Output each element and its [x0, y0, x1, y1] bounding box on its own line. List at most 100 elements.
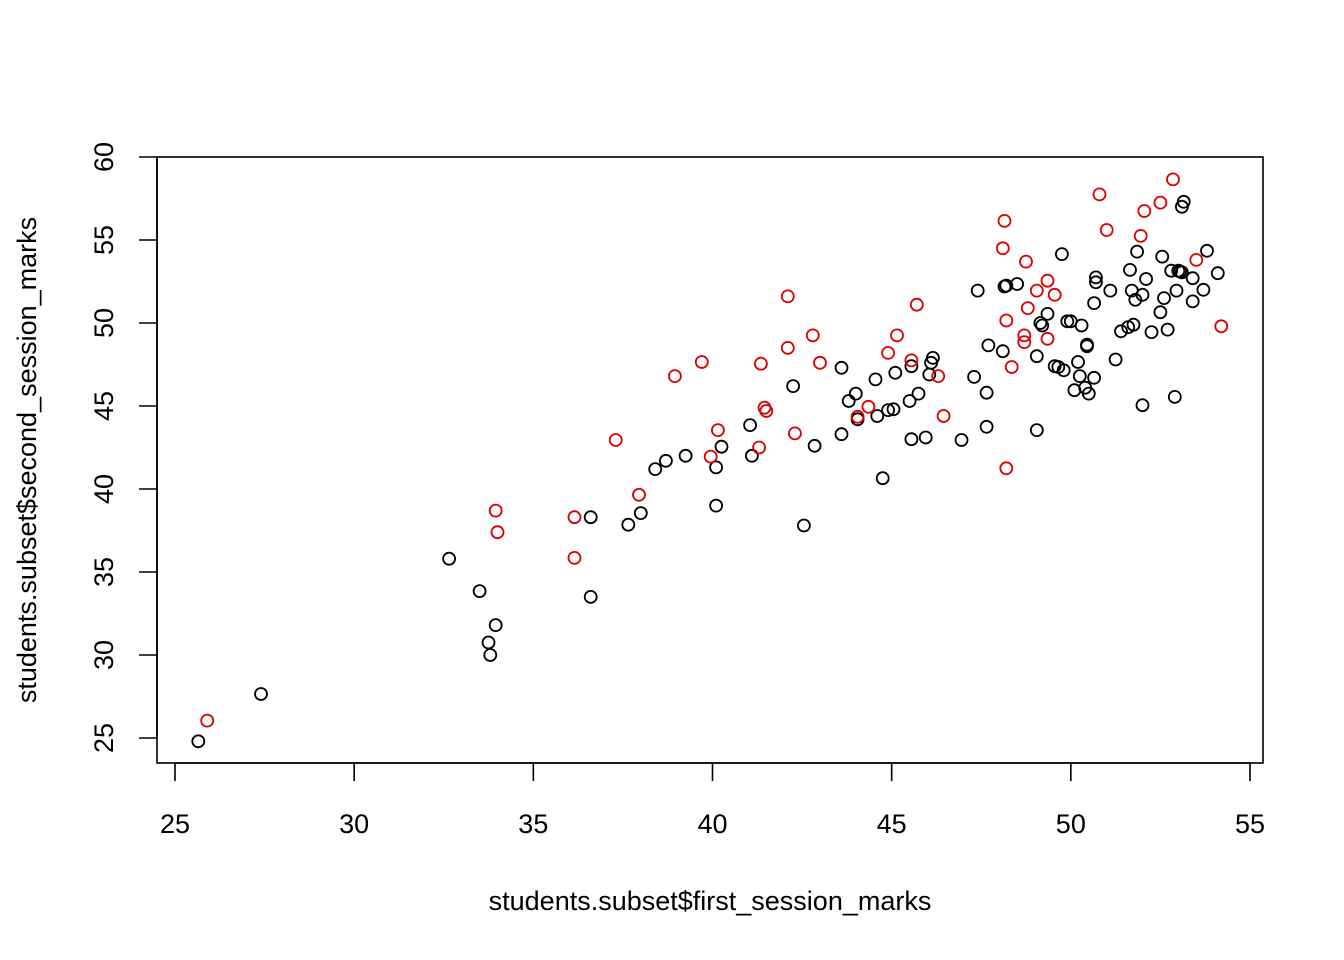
data-point-black	[995, 344, 1010, 359]
data-point-red	[904, 353, 919, 368]
data-point-black	[786, 379, 800, 394]
x-tick-label: 55	[1235, 809, 1265, 839]
data-point-red	[1092, 187, 1107, 202]
data-point-red	[881, 345, 895, 360]
x-axis: 25 30 35 40 45 50 55	[160, 762, 1265, 839]
data-point-black	[709, 498, 723, 513]
x-tick-label: 50	[1056, 809, 1086, 839]
data-point-red	[1166, 172, 1180, 187]
data-point-black	[1087, 370, 1101, 385]
data-point-black	[904, 432, 919, 447]
data-point-black	[191, 734, 206, 749]
data-point-red	[1040, 331, 1055, 346]
data-point-black	[1089, 270, 1103, 285]
data-point-black	[1196, 282, 1211, 297]
data-point-red	[780, 340, 795, 355]
data-point-black	[1200, 243, 1214, 258]
data-point-red	[567, 510, 582, 525]
data-point-black	[583, 510, 598, 525]
data-point-black	[1055, 247, 1069, 262]
data-point-black	[1130, 244, 1144, 259]
data-point-black	[834, 360, 849, 375]
data-point-red	[890, 328, 904, 343]
data-point-black	[621, 517, 636, 532]
data-point-black	[970, 283, 985, 298]
data-point-black	[488, 618, 503, 632]
data-point-black	[868, 372, 883, 387]
data-point-red	[999, 461, 1014, 476]
data-point-black	[926, 350, 940, 365]
data-point-black	[1040, 306, 1055, 321]
data-point-red	[861, 399, 876, 414]
data-point-black	[881, 403, 895, 418]
data-point-black	[1139, 272, 1153, 286]
y-tick-label: 60	[89, 142, 119, 172]
data-point-red	[1133, 228, 1148, 243]
data-point-black	[745, 448, 759, 463]
data-point-black	[1033, 316, 1048, 330]
data-point-black	[1089, 275, 1103, 290]
data-point-black	[254, 687, 268, 701]
data-point-black	[1035, 318, 1050, 333]
data-point-red	[805, 328, 820, 343]
data-point-red	[1020, 301, 1035, 316]
data-point-black	[1060, 314, 1075, 329]
data-point-black	[1157, 291, 1171, 306]
data-point-black	[886, 402, 901, 417]
data-point-red	[813, 355, 827, 370]
data-point-black	[1176, 194, 1191, 209]
data-point-black	[1155, 249, 1170, 264]
data-point-red	[490, 525, 505, 540]
data-point-black	[904, 359, 919, 374]
data-point-black	[1135, 398, 1150, 413]
data-point-black	[709, 460, 723, 475]
data-point-black	[834, 427, 849, 442]
data-point-red	[850, 409, 865, 424]
data-point-black	[954, 433, 969, 447]
data-point-black	[1160, 322, 1175, 337]
data-point-red	[632, 487, 646, 502]
data-point-red	[1040, 273, 1055, 288]
data-point-red	[694, 355, 709, 369]
data-point-red	[752, 440, 766, 455]
data-point-black	[902, 394, 917, 408]
y-tick-label: 55	[89, 225, 119, 255]
data-point-black	[1087, 296, 1101, 311]
x-tick-label: 45	[877, 809, 907, 839]
x-tick-label: 30	[339, 809, 369, 839]
data-point-red	[1137, 204, 1152, 218]
data-point-red	[759, 404, 774, 418]
data-point-red	[780, 289, 795, 304]
data-point-black	[483, 648, 498, 662]
data-point-red	[668, 369, 682, 384]
data-point-red	[488, 503, 503, 518]
data-point-red	[703, 449, 718, 464]
data-point-black	[1074, 318, 1089, 333]
plot-box	[156, 156, 1264, 764]
data-point-red	[1017, 335, 1032, 350]
y-tick-label: 50	[89, 308, 119, 338]
data-point-black	[1029, 423, 1044, 438]
data-point-red	[1004, 360, 1019, 374]
data-point-red	[1029, 283, 1044, 298]
data-point-black	[1114, 324, 1128, 339]
data-points	[191, 172, 1229, 749]
data-point-black	[1071, 355, 1085, 369]
data-point-black	[967, 369, 981, 384]
data-point-black	[981, 338, 996, 353]
data-point-black	[1010, 277, 1024, 291]
data-point-red	[995, 241, 1010, 256]
data-point-black	[1103, 283, 1118, 298]
data-point-black	[1080, 339, 1094, 354]
data-point-black	[999, 278, 1014, 293]
data-point-black	[1210, 266, 1225, 281]
data-point-red	[1019, 254, 1033, 269]
data-point-black	[1167, 389, 1182, 404]
data-point-black	[1135, 287, 1150, 302]
y-tick-label: 30	[89, 640, 119, 670]
data-point-red	[997, 213, 1012, 228]
data-point-black	[979, 385, 994, 400]
data-point-red	[936, 409, 951, 423]
data-point-red	[1189, 252, 1204, 267]
x-tick-label: 40	[697, 809, 727, 839]
